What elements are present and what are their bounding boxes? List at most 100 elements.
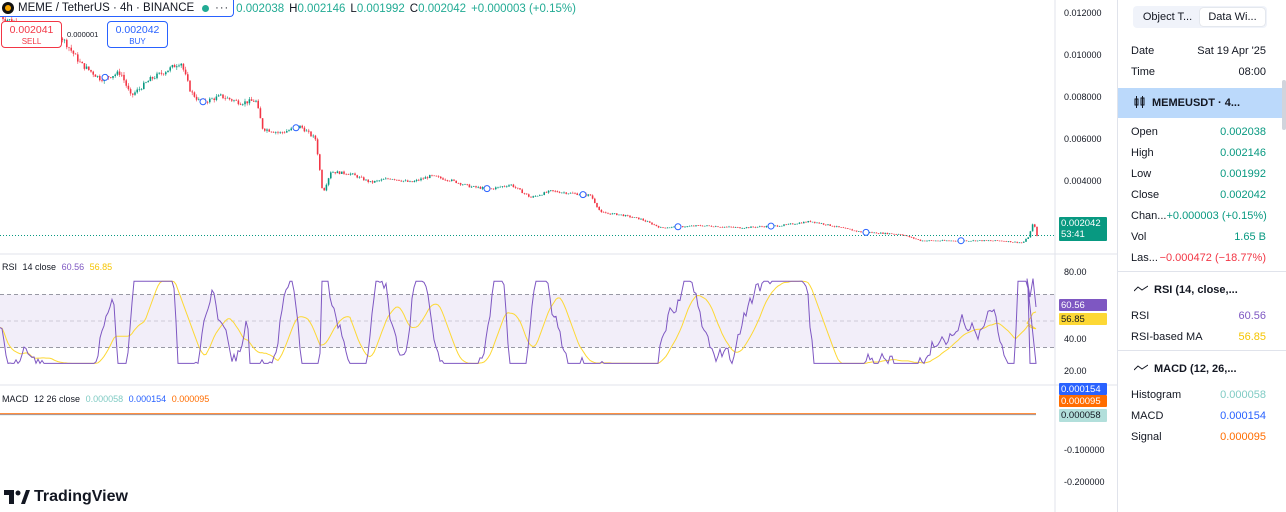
- tab-object-tree[interactable]: Object T...: [1142, 11, 1193, 23]
- buy-button[interactable]: 0.002042 BUY: [107, 21, 168, 48]
- candle-body: [754, 227, 757, 228]
- candle-body: [693, 225, 695, 227]
- rsi-legend[interactable]: RSI 14 close 60.56 56.85: [2, 262, 115, 272]
- candle-body: [66, 39, 68, 48]
- last-change-label: Las...: [1131, 251, 1158, 264]
- candle-body: [435, 175, 438, 177]
- candle-body: [877, 233, 880, 234]
- macd-section-header[interactable]: MACD (12, 26,...: [1118, 354, 1286, 384]
- macd-legend[interactable]: MACD 12 26 close 0.000058 0.000154 0.000…: [2, 394, 212, 404]
- candle-body: [215, 96, 218, 100]
- candle-body: [277, 132, 279, 133]
- candle-body: [400, 180, 402, 182]
- candle-body: [631, 217, 633, 218]
- candle-body: [327, 178, 330, 185]
- candle-body: [74, 53, 77, 55]
- candle-body: [444, 179, 446, 181]
- macd-tick-label: -0.200000: [1064, 477, 1105, 487]
- candle-body: [622, 214, 625, 217]
- candle-body: [374, 180, 376, 183]
- event-marker: [199, 98, 207, 106]
- candle-body: [492, 188, 495, 190]
- tradingview-logo[interactable]: TradingView: [4, 488, 128, 506]
- candle-body: [972, 240, 974, 242]
- candle-body: [387, 178, 389, 180]
- candle-body: [541, 194, 543, 196]
- rsi-section-header[interactable]: RSI (14, close,...: [1118, 275, 1286, 305]
- candle-body: [303, 127, 306, 132]
- candle-body: [424, 177, 427, 179]
- candle-body: [160, 72, 163, 74]
- candle-body: [255, 100, 257, 102]
- current-price: 0.002042: [1061, 218, 1101, 229]
- candle-body: [627, 215, 629, 216]
- price-tick-label: 0.010000: [1064, 50, 1102, 60]
- date-row: Date Sat 19 Apr '25: [1118, 40, 1286, 61]
- candle-body: [708, 225, 710, 227]
- candle-body: [446, 180, 449, 181]
- candle-body: [662, 227, 664, 228]
- candle-body: [748, 227, 750, 228]
- candle-body: [1003, 241, 1005, 242]
- event-marker: [292, 124, 300, 132]
- candle-body: [721, 227, 724, 228]
- candle-body: [429, 175, 431, 179]
- panel-scrollbar[interactable]: [1282, 80, 1286, 130]
- candle-body: [919, 239, 922, 241]
- candle-body: [497, 186, 499, 188]
- candle-body: [891, 233, 893, 235]
- symbol-section-header[interactable]: MEMEUSDT · 4...: [1118, 88, 1286, 118]
- candle-body: [455, 180, 457, 183]
- candle-body: [264, 128, 266, 131]
- candle-body: [121, 74, 123, 76]
- chart-area[interactable]: MEME / TetherUS · 4h · BINANCE ··· 0.002…: [0, 0, 1117, 512]
- candle-body: [314, 135, 317, 140]
- candle-body: [814, 221, 816, 223]
- candle-body: [332, 172, 334, 173]
- candle-body: [831, 225, 834, 227]
- candle-body: [268, 129, 270, 132]
- symbol-box[interactable]: MEME / TetherUS · 4h · BINANCE ···: [0, 0, 235, 17]
- sell-button[interactable]: 0.002041 SELL: [1, 21, 62, 48]
- candle-body: [561, 192, 563, 194]
- more-options-icon[interactable]: ···: [215, 2, 230, 14]
- candle-body: [970, 240, 972, 242]
- candle-body: [244, 101, 246, 105]
- indicator-wave-icon: [1133, 284, 1149, 296]
- candle-body: [341, 171, 343, 174]
- candle-body: [697, 225, 699, 226]
- candle-body: [941, 240, 944, 241]
- candle-body: [855, 230, 858, 232]
- candle-body: [539, 195, 541, 196]
- candle-body: [715, 226, 717, 227]
- rsi-value: 60.56: [1238, 309, 1266, 322]
- candle-body: [162, 73, 165, 75]
- event-marker: [101, 73, 109, 81]
- time-value: 08:00: [1238, 65, 1266, 78]
- candle-body: [1001, 240, 1003, 242]
- candle-body: [224, 98, 226, 99]
- candle-body: [783, 224, 785, 226]
- candle-body: [1012, 242, 1014, 243]
- candle-body: [886, 232, 889, 235]
- candle-body: [618, 214, 620, 216]
- candle-body: [226, 97, 229, 99]
- candle-body: [281, 132, 284, 133]
- tab-data-window[interactable]: Data Wi...: [1200, 8, 1265, 26]
- candle-body: [781, 225, 783, 227]
- candle-body: [979, 240, 981, 241]
- candle-body: [369, 181, 372, 182]
- candle-body: [418, 179, 420, 181]
- candle-body: [825, 224, 827, 226]
- chart-canvas[interactable]: [0, 0, 1117, 512]
- candle-body: [378, 180, 380, 182]
- low-value: 0.001992: [356, 2, 405, 15]
- event-marker: [674, 223, 682, 231]
- candle-body: [917, 239, 919, 240]
- candle-body: [651, 222, 653, 225]
- signal-tag: 0.000095: [1059, 395, 1107, 407]
- candle-body: [688, 225, 691, 227]
- candle-body: [246, 101, 248, 104]
- candle-body: [167, 70, 169, 73]
- candle-body: [193, 92, 196, 97]
